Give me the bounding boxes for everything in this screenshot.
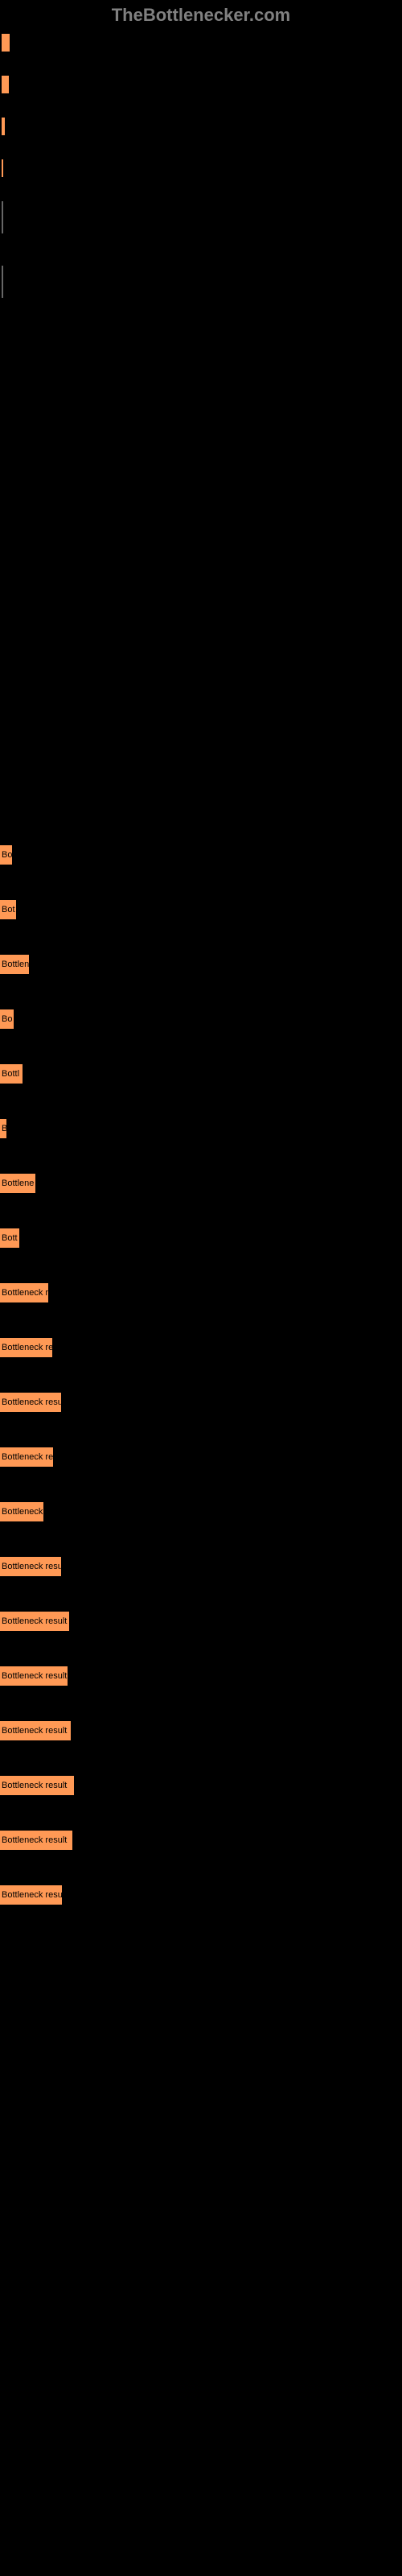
bottom-bar-item: B <box>0 1119 402 1138</box>
bar-label: Bottleneck result <box>2 1776 76 1795</box>
bar-label: Bottleneck resu <box>2 1393 63 1412</box>
bar-label: Bottleneck result <box>2 1612 71 1631</box>
bottom-bar-item: Bottleneck <box>0 1502 402 1521</box>
bar-label: Bottleneck re <box>2 1338 54 1357</box>
bottom-bar-item: Bottleneck re <box>0 1447 402 1467</box>
bar-label: Bot <box>2 900 18 919</box>
bar <box>2 34 10 52</box>
bottom-bar-item: Bottl <box>0 1064 402 1084</box>
bar-label: Bottl <box>2 1064 24 1084</box>
bottom-bar-item: Bottlene <box>0 1174 402 1193</box>
bottom-bar-item: Bottleneck resu <box>0 1557 402 1576</box>
bottom-bar-item: Bot <box>0 900 402 919</box>
bottom-bar-item: Bottleneck result <box>0 1721 402 1740</box>
bar-label: Bottleneck result <box>2 1831 74 1850</box>
bar-label: Bo <box>2 845 14 865</box>
bar-label: Bottleneck result <box>2 1666 69 1686</box>
bar <box>2 159 3 177</box>
bottom-bar-item: Bottleneck result <box>0 1831 402 1850</box>
bottom-bar-item: Bo <box>0 1009 402 1029</box>
top-bars-section: BB <box>0 34 402 177</box>
bar-label: B <box>5 52 10 69</box>
bar-label: Bo <box>2 1009 15 1029</box>
bottom-bar-item: Bott <box>0 1228 402 1248</box>
bottom-bar-item: Bottleneck result <box>0 1776 402 1795</box>
bar-label: Bott <box>2 1228 21 1248</box>
bottom-bars-section: Bo Bot Bottlen Bo Bottl B Bottlene Bott Bottlene… <box>0 845 402 1905</box>
top-bar-item: B <box>2 34 402 52</box>
top-bar-item <box>2 159 402 177</box>
bar-label: Bottlen <box>2 955 31 974</box>
bar-label: Bottleneck result <box>2 1721 72 1740</box>
bar-label: Bottleneck re <box>2 1447 55 1467</box>
top-bar-item <box>2 118 402 135</box>
bar-label: Bottleneck resu <box>2 1885 64 1905</box>
bar <box>2 118 5 135</box>
axis-line-2 <box>2 266 3 298</box>
bar-label: Bottleneck r <box>2 1283 50 1302</box>
bar-label: Bottleneck resu <box>2 1557 63 1576</box>
top-bar-item: B <box>2 76 402 93</box>
bottom-bar-item: Bottleneck result <box>0 1666 402 1686</box>
bar-label: Bottleneck <box>2 1502 45 1521</box>
axis-line-1 <box>2 201 3 233</box>
bottom-bar-item: Bottleneck r <box>0 1283 402 1302</box>
bottom-bar-item: Bottleneck resu <box>0 1393 402 1412</box>
bar-label: B <box>5 93 10 111</box>
bottom-bar-item: Bottlen <box>0 955 402 974</box>
bottom-bar-item: Bo <box>0 845 402 865</box>
bar <box>2 76 9 93</box>
bottom-bar-item: Bottleneck re <box>0 1338 402 1357</box>
bar-label: Bottlene <box>2 1174 37 1193</box>
bottom-bar-item: Bottleneck result <box>0 1612 402 1631</box>
bar-label: B <box>2 1119 8 1138</box>
bottom-bar-item: Bottleneck resu <box>0 1885 402 1905</box>
site-logo: TheBottlenecker.com <box>0 0 402 31</box>
